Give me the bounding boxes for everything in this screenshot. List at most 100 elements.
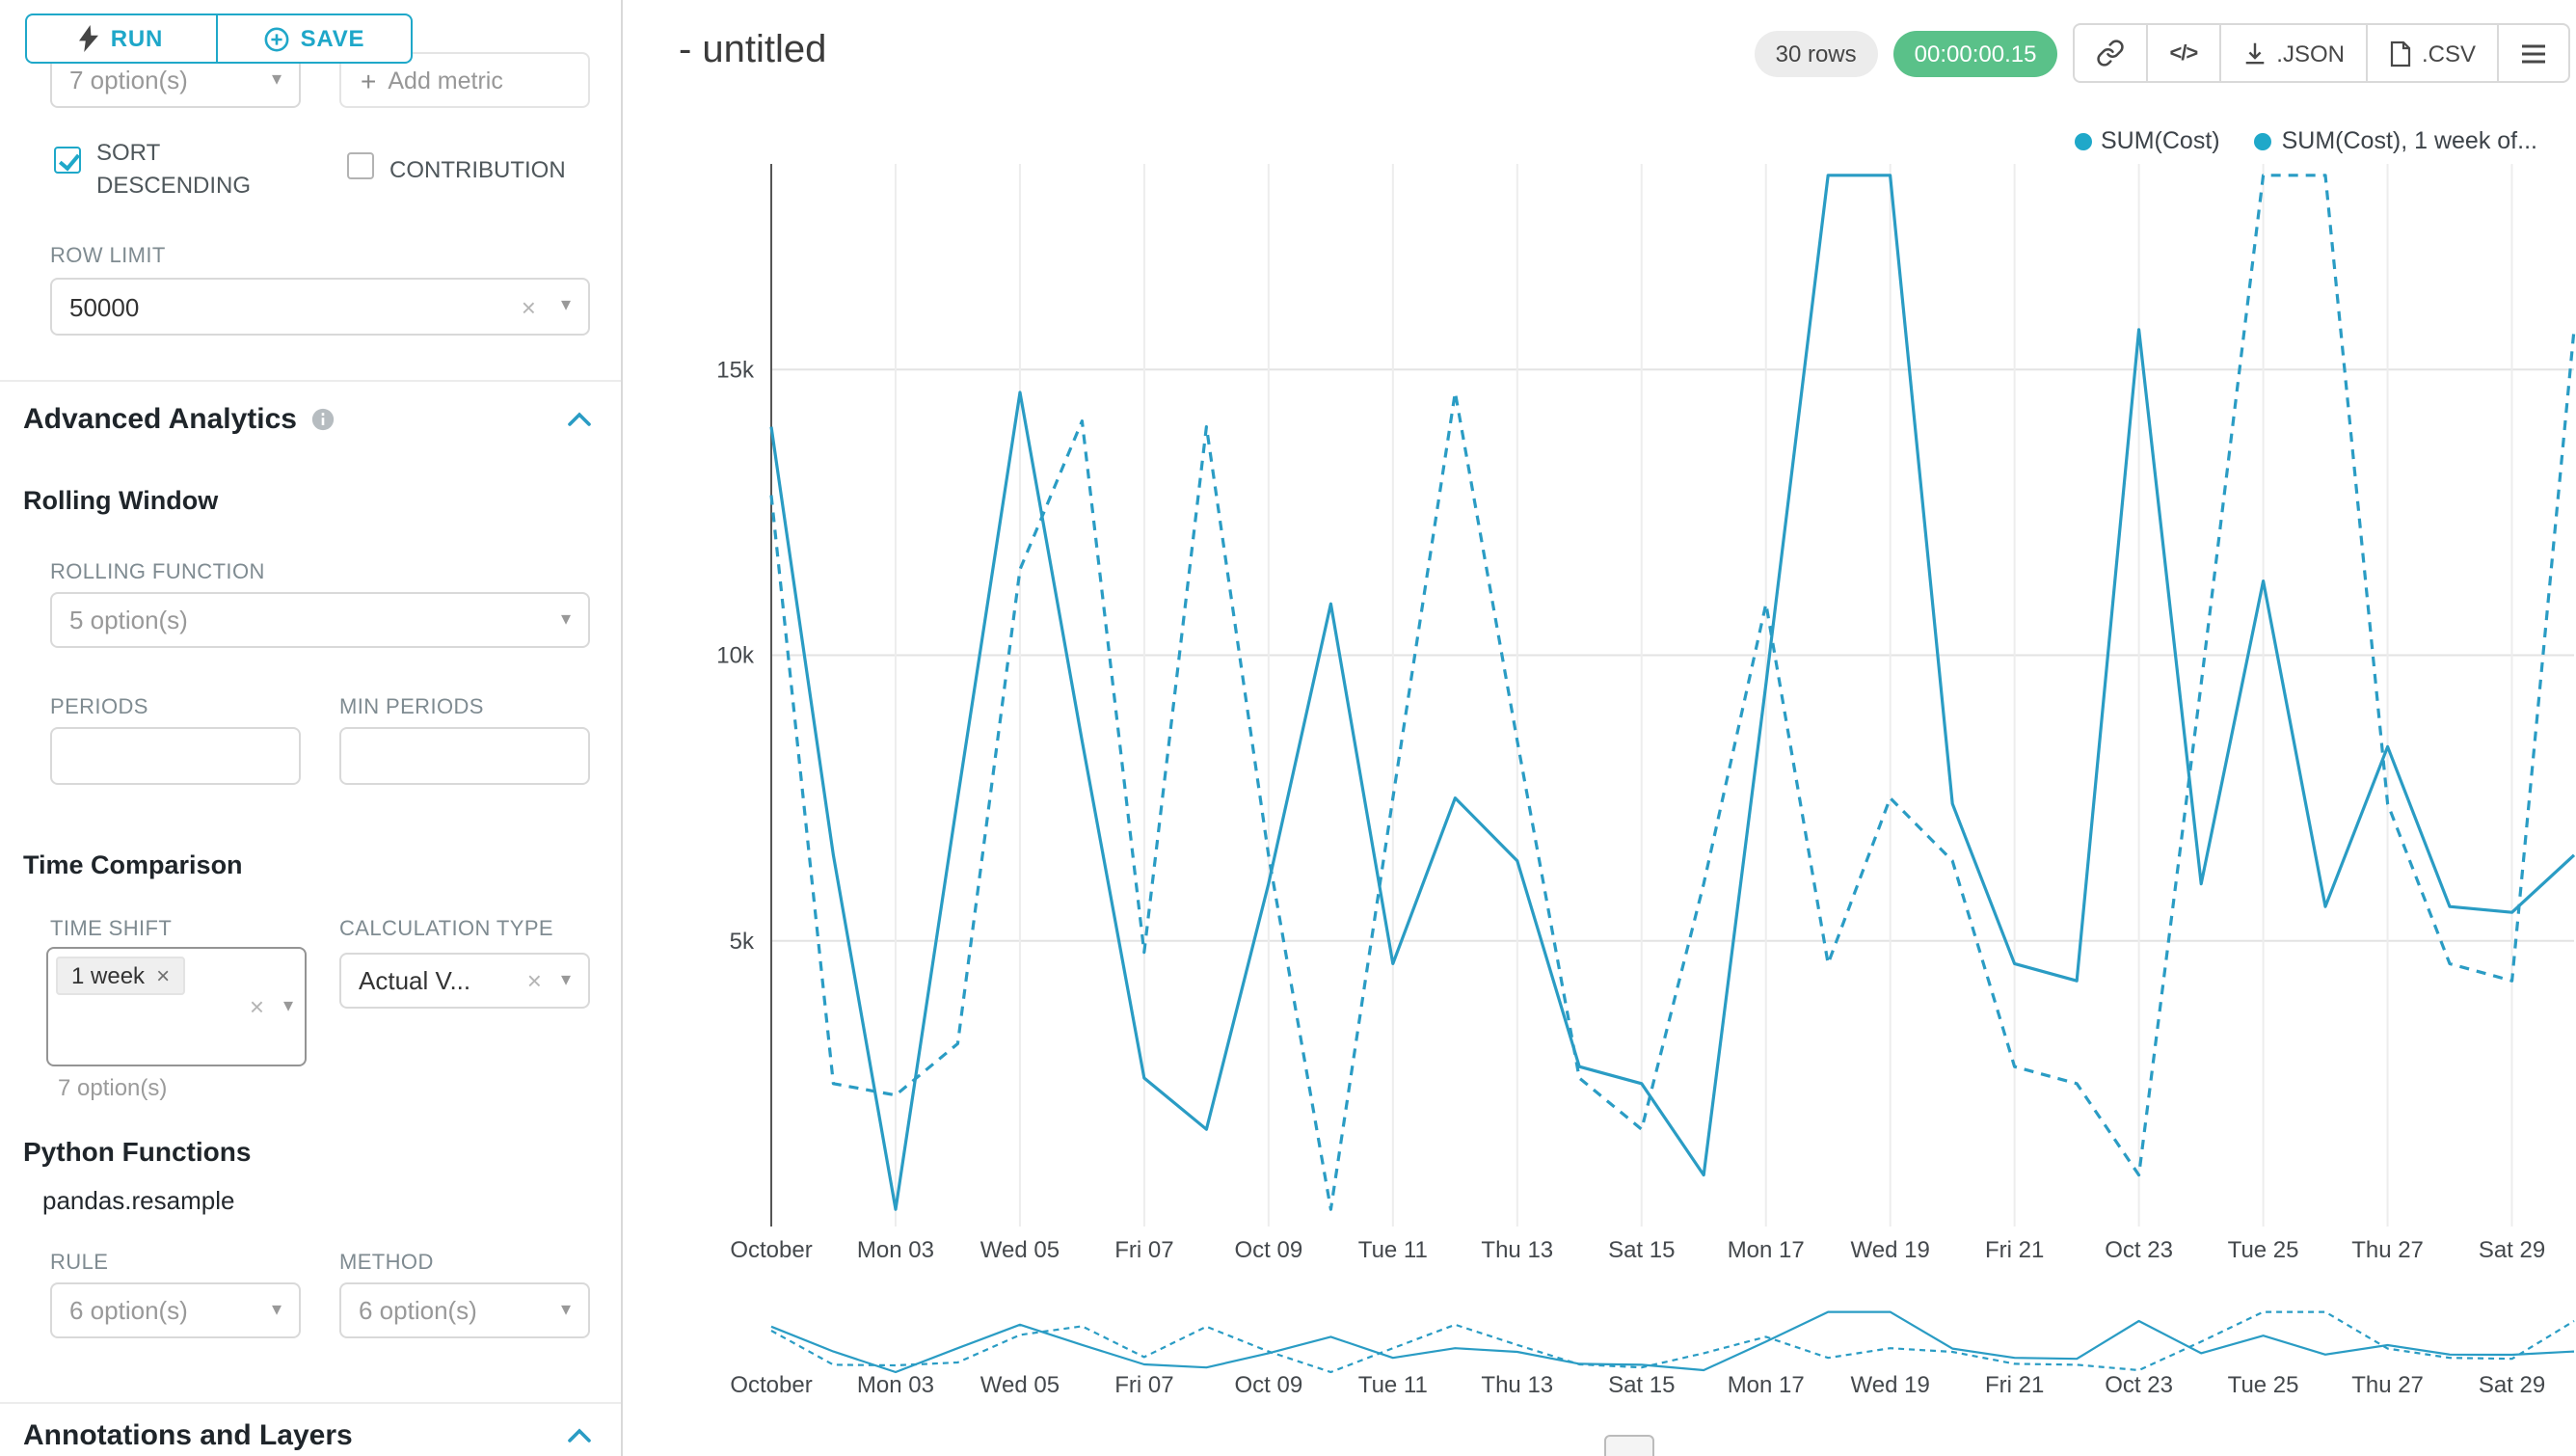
svg-text:Sat 29: Sat 29 [2479, 1372, 2545, 1398]
row-limit-value: 50000 [69, 292, 140, 321]
row-limit-select[interactable]: 50000 × ▾ [50, 278, 590, 336]
section-divider [0, 1402, 621, 1404]
save-button[interactable]: SAVE [216, 13, 413, 64]
min-periods-label: MIN PERIODS [339, 696, 484, 719]
chevron-down-icon[interactable]: ▾ [560, 969, 571, 990]
svg-text:Oct 23: Oct 23 [2105, 1372, 2173, 1398]
svg-text:Mon 03: Mon 03 [857, 1372, 934, 1398]
chart-title: - untitled [679, 29, 827, 71]
mini-map-chart[interactable]: October Mon 03 Wed 05 Fri 07 Oct 09 Tue 11 Thu… [623, 1300, 2576, 1412]
annotations-title: Annotations and Layers [23, 1419, 353, 1452]
method-value: 6 option(s) [359, 1296, 477, 1325]
svg-text:Mon 17: Mon 17 [1728, 1372, 1805, 1398]
advanced-analytics-title: Advanced Analytics [23, 403, 297, 436]
rule-label: RULE [50, 1252, 109, 1275]
clear-icon[interactable]: × [526, 966, 542, 995]
svg-text:Sat 15: Sat 15 [1608, 1372, 1675, 1398]
svg-text:Tue 11: Tue 11 [1358, 1372, 1428, 1398]
section-divider [0, 380, 621, 382]
chevron-down-icon[interactable]: ▾ [271, 1299, 282, 1320]
info-icon [311, 408, 335, 431]
line-chart[interactable]: 5k 10k 15k October Mon 03 Wed 05 Fri 07 Oct 09 T… [623, 116, 2576, 1284]
code-icon: </> [2169, 41, 2198, 65]
export-toolbar: </> .JSON .CSV [2073, 23, 2570, 83]
svg-text:Fri 07: Fri 07 [1114, 1372, 1173, 1398]
svg-text:Fri 21: Fri 21 [1985, 1372, 2044, 1398]
run-button[interactable]: RUN [25, 13, 218, 64]
python-functions-title: Python Functions [23, 1136, 252, 1167]
svg-text:Wed 19: Wed 19 [1851, 1372, 1930, 1398]
clear-icon[interactable]: × [521, 292, 536, 321]
export-csv-button[interactable]: .CSV [2365, 23, 2499, 83]
query-timer-badge: 00:00:00.15 [1892, 30, 2058, 76]
svg-text:Oct 23: Oct 23 [2105, 1237, 2173, 1263]
embed-code-button[interactable]: </> [2146, 23, 2221, 83]
chevron-down-icon[interactable]: ▾ [560, 1299, 571, 1320]
svg-text:Fri 21: Fri 21 [1985, 1237, 2044, 1263]
time-shift-hint: 7 option(s) [58, 1074, 168, 1101]
legend-item-sum-cost[interactable]: SUM(Cost) [2074, 127, 2220, 154]
svg-text:Wed 05: Wed 05 [980, 1372, 1060, 1398]
advanced-analytics-header[interactable]: Advanced Analytics [23, 403, 592, 436]
svg-text:October: October [730, 1372, 812, 1398]
chevron-down-icon[interactable]: ▾ [282, 996, 293, 1017]
svg-text:Tue 11: Tue 11 [1358, 1237, 1428, 1263]
scroll-handle[interactable] [1604, 1435, 1654, 1456]
chevron-up-icon[interactable] [567, 411, 592, 428]
svg-text:Mon 03: Mon 03 [857, 1237, 934, 1263]
svg-text:Thu 13: Thu 13 [1481, 1237, 1553, 1263]
lightning-icon [79, 25, 99, 52]
clear-icon[interactable]: × [249, 992, 264, 1021]
chevron-up-icon[interactable] [567, 1427, 592, 1444]
menu-button[interactable] [2497, 23, 2570, 83]
rolling-function-value: 5 option(s) [69, 606, 188, 634]
annotations-header[interactable]: Annotations and Layers [23, 1419, 592, 1452]
svg-text:October: October [730, 1237, 812, 1263]
add-metric-button[interactable]: + Add metric [339, 52, 590, 108]
rolling-window-title: Rolling Window [23, 486, 219, 515]
time-shift-tag-label: 1 week [71, 962, 146, 989]
periods-input[interactable] [50, 727, 301, 785]
sort-descending-label: SORT DESCENDING [96, 139, 252, 200]
chevron-down-icon: ▾ [271, 68, 282, 90]
legend-label: SUM(Cost) [2101, 127, 2220, 154]
download-icon [2244, 42, 2264, 65]
file-icon [2390, 40, 2411, 67]
svg-text:Thu 27: Thu 27 [2351, 1237, 2424, 1263]
rolling-function-select[interactable]: 5 option(s) ▾ [50, 592, 590, 648]
control-panel: RUN SAVE 7 option(s) ▾ + Add metric SORT… [0, 0, 623, 1456]
save-label: SAVE [300, 25, 365, 52]
row-count-badge: 30 rows [1754, 30, 1878, 76]
remove-tag-icon[interactable]: × [156, 962, 171, 989]
plus-circle-icon [264, 26, 289, 51]
rolling-function-label: ROLLING FUNCTION [50, 561, 265, 584]
pandas-resample-label: pandas.resample [42, 1186, 235, 1215]
svg-text:Wed 19: Wed 19 [1851, 1237, 1930, 1263]
svg-text:5k: 5k [730, 929, 755, 955]
svg-text:Sat 15: Sat 15 [1608, 1237, 1675, 1263]
legend-item-sum-cost-offset[interactable]: SUM(Cost), 1 week of... [2254, 127, 2537, 154]
hamburger-icon [2522, 43, 2545, 63]
method-select[interactable]: 6 option(s) ▾ [339, 1282, 590, 1338]
legend-label: SUM(Cost), 1 week of... [2281, 127, 2537, 154]
chevron-down-icon[interactable]: ▾ [560, 608, 571, 630]
plus-icon: + [361, 65, 377, 95]
min-periods-input[interactable] [339, 727, 590, 785]
svg-text:Fri 07: Fri 07 [1114, 1237, 1173, 1263]
contribution-checkbox[interactable] [347, 152, 374, 179]
calculation-type-select[interactable]: Actual V... × ▾ [339, 953, 590, 1009]
svg-text:15k: 15k [716, 357, 755, 383]
run-label: RUN [110, 25, 164, 52]
chevron-down-icon[interactable]: ▾ [560, 295, 571, 316]
svg-text:Tue 25: Tue 25 [2228, 1372, 2299, 1398]
export-csv-label: .CSV [2421, 40, 2476, 67]
time-shift-tag[interactable]: 1 week × [56, 957, 186, 995]
copy-link-button[interactable] [2073, 23, 2149, 83]
rule-select[interactable]: 6 option(s) ▾ [50, 1282, 301, 1338]
svg-text:10k: 10k [716, 643, 755, 669]
sort-descending-checkbox[interactable] [54, 147, 81, 174]
series-dot [2074, 132, 2091, 149]
time-shift-select[interactable]: 1 week × × ▾ [46, 947, 307, 1066]
export-json-button[interactable]: .JSON [2218, 23, 2368, 83]
